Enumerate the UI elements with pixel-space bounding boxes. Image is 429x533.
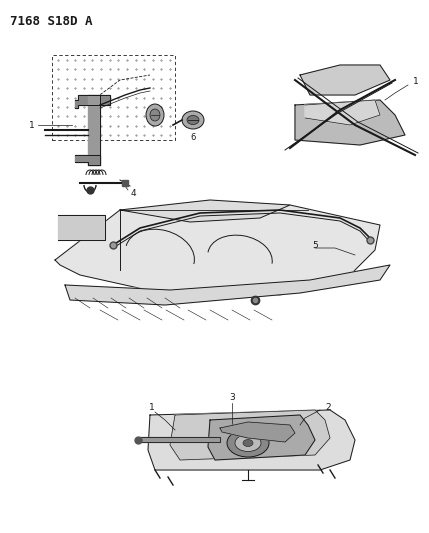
Polygon shape: [140, 437, 220, 442]
Ellipse shape: [243, 440, 253, 447]
Ellipse shape: [182, 111, 204, 129]
Polygon shape: [65, 265, 390, 305]
Ellipse shape: [146, 104, 164, 126]
Text: 5: 5: [312, 240, 318, 249]
Ellipse shape: [235, 434, 261, 451]
Polygon shape: [300, 65, 390, 95]
Text: 1: 1: [149, 403, 155, 413]
Polygon shape: [88, 95, 100, 165]
Polygon shape: [75, 95, 110, 108]
Bar: [52, 55, 175, 140]
Text: 3: 3: [229, 393, 235, 402]
Polygon shape: [295, 100, 405, 145]
Polygon shape: [148, 410, 355, 470]
Text: 2: 2: [325, 403, 331, 413]
Text: 6: 6: [190, 133, 196, 142]
Text: 4: 4: [130, 189, 136, 198]
Polygon shape: [208, 415, 315, 460]
Polygon shape: [120, 200, 290, 222]
Polygon shape: [170, 410, 330, 460]
Polygon shape: [58, 215, 105, 240]
Ellipse shape: [150, 109, 160, 121]
Ellipse shape: [187, 116, 199, 125]
Polygon shape: [75, 155, 100, 165]
Text: 1: 1: [413, 77, 419, 86]
Text: 7168 S18D A: 7168 S18D A: [10, 15, 93, 28]
Polygon shape: [305, 100, 380, 125]
Ellipse shape: [227, 429, 269, 457]
Polygon shape: [220, 422, 295, 442]
Text: 1: 1: [29, 120, 35, 130]
Polygon shape: [55, 205, 380, 295]
